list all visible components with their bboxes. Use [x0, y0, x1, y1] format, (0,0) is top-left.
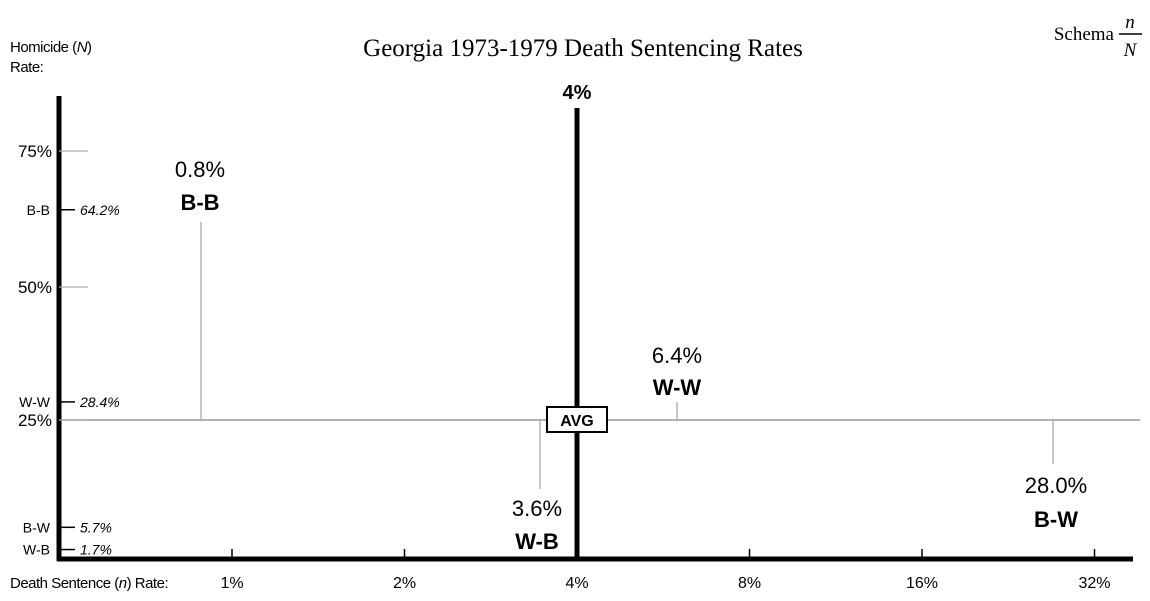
point-rate-label-b-w: 28.0%: [1025, 473, 1087, 498]
schema-numerator: n: [1125, 12, 1135, 33]
x-tick-label: 4%: [565, 575, 588, 592]
point-category-label-b-b: B-B: [180, 190, 219, 215]
chart-title: Georgia 1973-1979 Death Sentencing Rates: [363, 35, 803, 62]
y-marker-value-b-w: 5.7%: [80, 519, 112, 535]
x-tick-label: 32%: [1078, 575, 1110, 592]
y-axis-title: Homicide (N): [10, 39, 92, 56]
schema-label: Schema n N: [1054, 12, 1142, 61]
point-category-label-b-w: B-W: [1034, 507, 1078, 532]
schema-denominator: N: [1123, 40, 1138, 61]
y-marker-category-b-b: B-B: [27, 202, 50, 218]
x-tick-label: 16%: [906, 575, 938, 592]
average-box-label: AVG: [560, 413, 593, 430]
x-tick-label: 2%: [393, 575, 416, 592]
point-rate-label-w-b: 3.6%: [512, 496, 562, 521]
point-rate-label-b-b: 0.8%: [175, 157, 225, 182]
average-x-label: 4%: [563, 82, 592, 104]
schema-text: Schema: [1054, 24, 1115, 45]
x-axis-title: Death Sentence (n) Rate:: [10, 575, 168, 592]
y-marker-category-b-w: B-W: [23, 519, 51, 535]
y-marker-value-b-b: 64.2%: [80, 202, 120, 218]
y-tick-label: 50%: [18, 278, 52, 297]
y-marker-category-w-b: W-B: [23, 542, 50, 558]
y-axis-title-line2: Rate:: [10, 59, 43, 76]
x-tick-label: 1%: [220, 575, 243, 592]
point-rate-label-w-w: 6.4%: [652, 343, 702, 368]
y-tick-label: 25%: [18, 411, 52, 430]
point-category-label-w-w: W-W: [653, 375, 702, 400]
x-tick-label: 8%: [738, 575, 761, 592]
y-tick-label: 75%: [18, 142, 52, 161]
point-category-label-w-b: W-B: [515, 529, 559, 554]
y-marker-value-w-b: 1.7%: [80, 542, 112, 558]
average-box: [546, 406, 608, 433]
plot-area: 0.8% B-B 6.4% W-W 3.6% W-B 28.0% B-W 4% AVG 75% 50%…: [18, 82, 1140, 592]
y-marker-value-w-w: 28.4%: [79, 394, 120, 410]
y-marker-category-w-w: W-W: [19, 394, 51, 410]
